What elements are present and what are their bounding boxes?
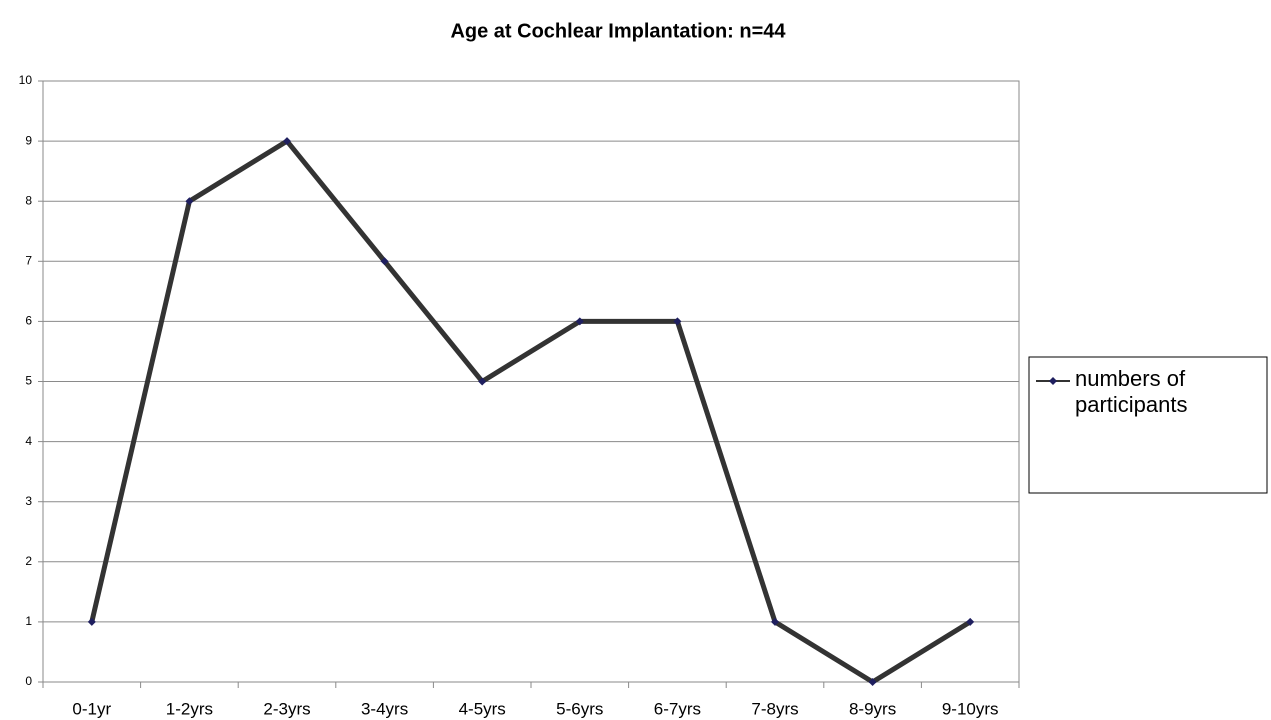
x-tick-label: 3-4yrs <box>361 699 408 718</box>
y-tick-label: 9 <box>25 133 32 147</box>
y-tick-label: 1 <box>25 614 32 628</box>
data-point <box>966 617 975 626</box>
x-tick-label: 9-10yrs <box>942 699 999 718</box>
y-tick-label: 3 <box>25 494 32 508</box>
chart-title: Age at Cochlear Implantation: n=44 <box>450 20 786 42</box>
y-tick-label: 4 <box>25 434 32 448</box>
y-tick-label: 0 <box>25 674 32 688</box>
data-point <box>87 617 96 626</box>
x-tick-label: 4-5yrs <box>459 699 506 718</box>
data-point <box>283 137 291 146</box>
y-tick-label: 6 <box>25 314 32 328</box>
data-point <box>380 257 389 266</box>
y-tick-label: 8 <box>25 193 32 207</box>
data-point <box>575 317 584 326</box>
data-point <box>771 617 779 626</box>
x-tick-label: 2-3yrs <box>263 699 310 718</box>
x-tick-label: 1-2yrs <box>166 699 213 718</box>
legend-box <box>1028 356 1268 494</box>
x-tick-label: 0-1yr <box>72 699 111 718</box>
data-point <box>673 317 682 326</box>
data-line <box>89 137 972 685</box>
y-tick-label: 5 <box>25 374 32 388</box>
data-point <box>185 197 194 206</box>
legend-label: numbers of participants <box>1075 366 1188 417</box>
legend-marker <box>1049 377 1057 385</box>
data-point <box>478 377 487 386</box>
x-tick-label: 6-7yrs <box>654 699 701 718</box>
x-tick-label: 8-9yrs <box>849 699 896 718</box>
x-tick-label: 5-6yrs <box>556 699 603 718</box>
x-tick-label: 7-8yrs <box>751 699 798 718</box>
data-point <box>868 678 877 686</box>
y-tick-label: 2 <box>25 554 32 568</box>
y-tick-label: 10 <box>19 73 33 87</box>
y-tick-label: 7 <box>25 253 32 267</box>
